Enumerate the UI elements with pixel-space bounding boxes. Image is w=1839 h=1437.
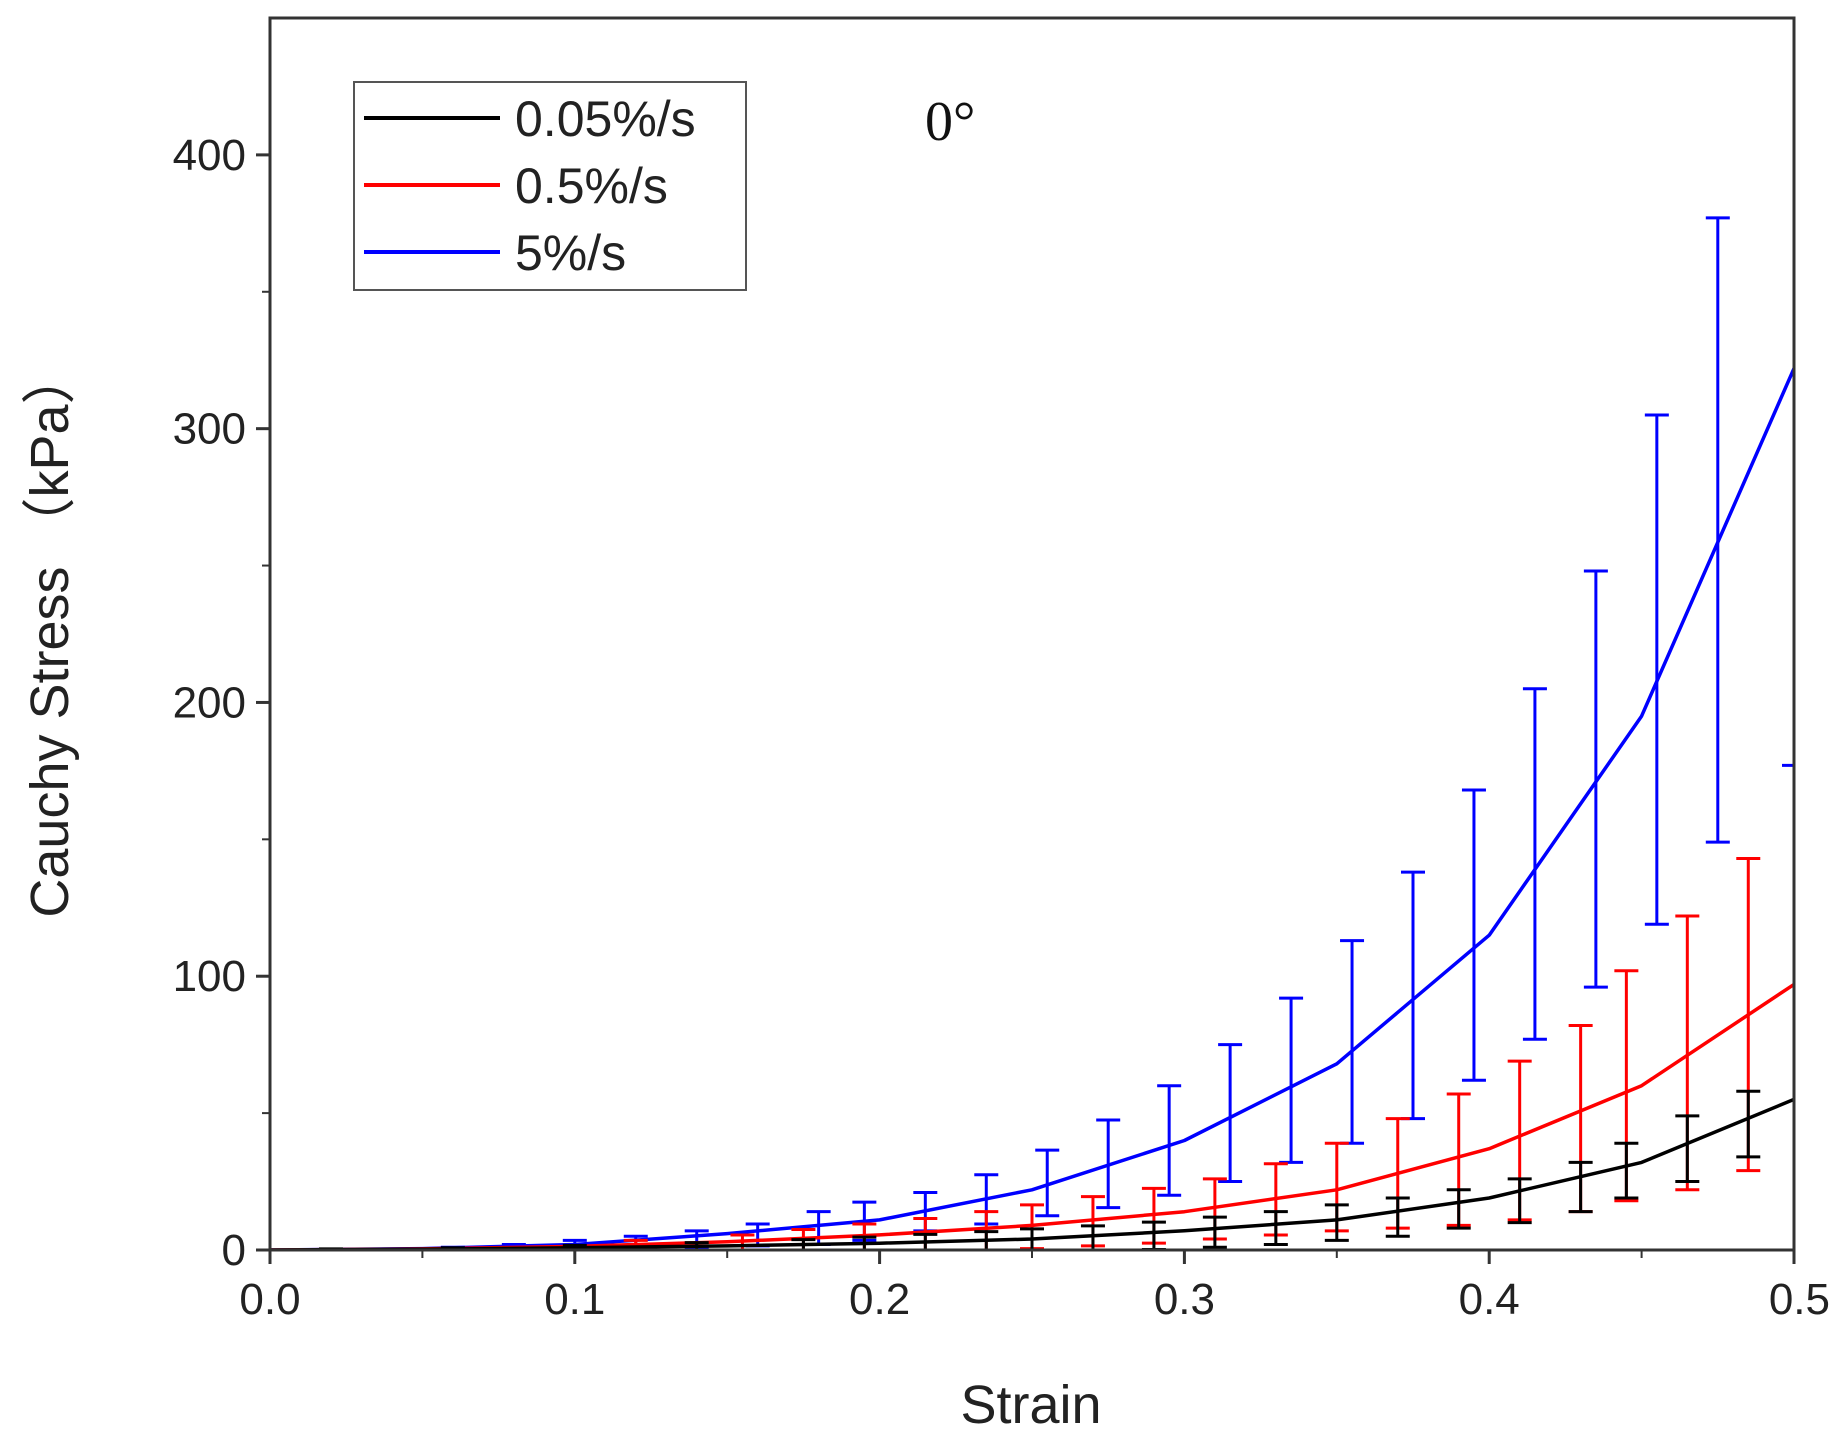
x-axis-title: Strain <box>960 1375 1101 1435</box>
y-tick-label: 300 <box>173 405 246 454</box>
legend-label-2: 5%/s <box>515 225 626 281</box>
y-axis-title: Cauchy Stress （kPa） <box>20 350 80 917</box>
legend-label-1: 0.5%/s <box>515 158 668 214</box>
legend: 0.05%/s 0.5%/s 5%/s <box>353 81 747 291</box>
y-tick-label: 400 <box>173 131 246 180</box>
x-tick-label: 0.4 <box>1459 1275 1520 1324</box>
x-tick-label: 0.0 <box>239 1275 300 1324</box>
y-tick-label: 0 <box>222 1226 246 1275</box>
series-2 <box>270 18 1794 1250</box>
x-tick-label: 0.1 <box>544 1275 605 1324</box>
y-tick-label: 100 <box>173 952 246 1001</box>
y-tick-label: 200 <box>173 678 246 727</box>
x-tick-label: 0.2 <box>849 1275 910 1324</box>
chart-annotation: 0° <box>925 91 975 153</box>
x-tick-label: 0.3 <box>1154 1275 1215 1324</box>
legend-label-0: 0.05%/s <box>515 91 696 147</box>
x-tick-label: 0.5 <box>1769 1275 1830 1324</box>
